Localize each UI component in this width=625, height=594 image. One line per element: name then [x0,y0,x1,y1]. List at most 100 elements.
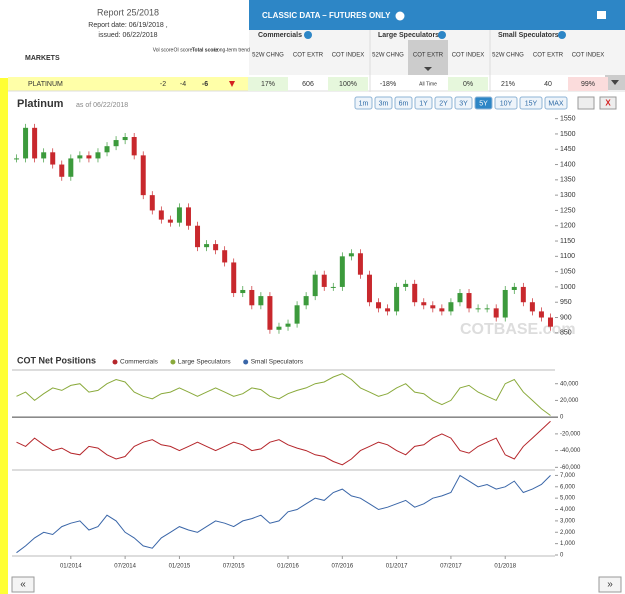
score: -4 [180,81,186,88]
candle [77,155,83,159]
column-header: COT EXTR [293,53,324,59]
range-button[interactable] [544,96,568,110]
y-tick-label: 1150 [560,238,575,245]
candle [204,244,210,248]
x-tick-label: 07/2015 [223,564,245,570]
y2-tick-label: 0 [560,553,564,559]
y-tick-label: 1400 [560,161,576,168]
candle [294,305,300,324]
candle [511,286,517,290]
close-label[interactable]: X [605,99,611,108]
candle [412,283,418,303]
help-icon[interactable] [438,31,446,39]
column-header: 52W CHNG [492,53,524,59]
prev-label[interactable]: « [20,579,26,590]
candle [140,155,146,196]
range-label[interactable]: 1Y [419,100,428,107]
cell: 21% [501,81,515,88]
x-tick-label: 01/2015 [169,564,191,570]
y-tick-label: 0 [560,415,564,421]
group-label: Commercials [258,32,302,39]
range-label[interactable]: 3Y [459,100,468,107]
y-tick-label: -20,000 [560,431,581,437]
menu-arrow [611,80,619,85]
y-tick-label: 1350 [560,177,576,184]
range-label[interactable]: 10Y [500,100,513,107]
candle [312,274,318,297]
candle [122,137,128,141]
range-button[interactable] [434,96,453,110]
cell-bg [328,77,368,91]
y2-tick-label: 7,000 [560,473,576,479]
candle [357,253,363,275]
y2-tick-label: 6,000 [560,484,576,490]
column-header: COT INDEX [332,53,365,59]
help-icon[interactable] [304,31,312,39]
print-icon[interactable] [597,11,606,19]
y2-tick-label: 5,000 [560,496,576,502]
help-icon[interactable] [558,31,566,39]
row-highlight [8,77,250,91]
range-button[interactable] [414,96,433,110]
candle [50,152,56,165]
candle [167,219,173,223]
y-tick-label: 1550 [560,115,576,122]
help-icon[interactable] [395,11,405,21]
candle [23,127,29,159]
candle [303,296,309,306]
range-label[interactable]: MAX [548,100,564,107]
candle [376,302,382,309]
x-tick-label: 07/2016 [331,564,353,570]
range-label[interactable]: 1m [359,100,369,107]
y-tick-label: -40,000 [560,448,581,454]
range-button[interactable] [374,96,393,110]
candle [158,210,164,220]
candle [240,289,246,294]
candle [149,195,155,211]
range-button[interactable] [354,96,373,110]
y2-tick-label: 4,000 [560,507,576,513]
range-label[interactable]: 15Y [525,100,538,107]
candle [466,293,472,309]
candle [231,262,237,294]
next-button[interactable] [598,576,622,593]
x-tick-label: 07/2017 [440,564,462,570]
column-header: COT EXTR [413,53,444,59]
close-button[interactable] [599,96,617,110]
cell: 606 [302,81,314,88]
cell: 40 [544,81,552,88]
score-header: OI score [174,47,193,53]
column-header: 52W CHNG [372,53,404,59]
legend-marker [170,359,176,365]
candle [249,289,255,306]
range-label[interactable]: 6m [399,100,409,107]
y-tick-label: 850 [560,330,572,337]
series-line [16,474,551,554]
column-header: COT INDEX [452,53,485,59]
x-tick-label: 01/2014 [60,564,82,570]
print-button[interactable] [577,96,595,110]
candle [222,250,228,263]
candle [493,308,499,318]
candle [330,286,336,288]
y-tick-label: 900 [560,314,572,321]
range-label[interactable]: 5Y [479,100,488,107]
range-button[interactable] [394,96,413,110]
range-label[interactable]: 2Y [439,100,448,107]
range-button[interactable] [494,96,518,110]
range-button[interactable] [474,96,493,110]
next-label[interactable]: » [607,579,613,590]
range-button[interactable] [454,96,473,110]
range-button[interactable] [519,96,543,110]
candle [529,302,535,312]
range-label[interactable]: 3m [379,100,389,107]
x-tick-label: 01/2016 [277,564,299,570]
cell-bg [568,77,608,91]
prev-button[interactable] [11,576,35,593]
candle [113,140,119,147]
score: -6 [202,81,208,88]
market-name[interactable]: PLATINUM [28,81,63,88]
candle [448,302,454,312]
column-header: COT INDEX [572,53,605,59]
candle [68,158,74,177]
